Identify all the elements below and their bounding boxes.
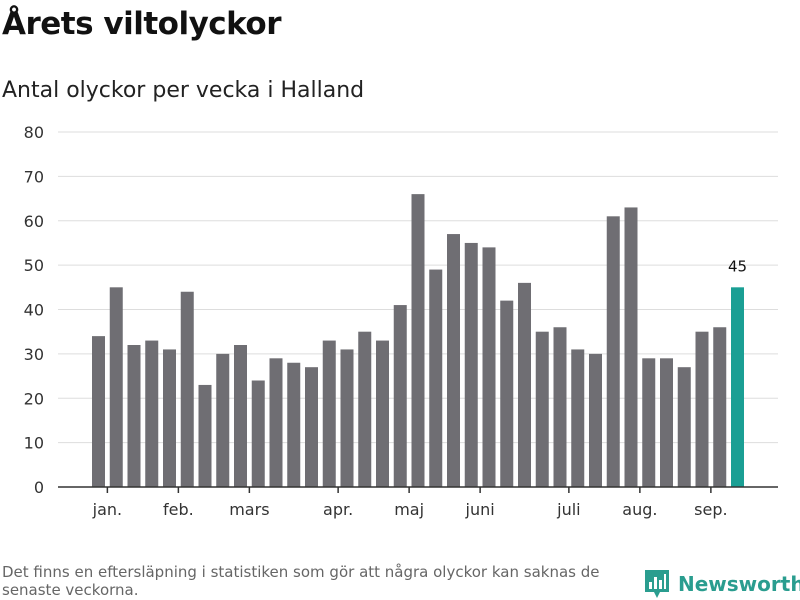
newsworthy-logo[interactable]: Newsworthy: [644, 568, 800, 600]
y-tick-label: 40: [24, 301, 44, 320]
x-tick-label: feb.: [163, 500, 194, 519]
bar[interactable]: [677, 367, 691, 487]
bar[interactable]: [464, 242, 478, 487]
brand-name: Newsworthy: [678, 572, 800, 596]
bar[interactable]: [553, 327, 567, 487]
footnote: Det finns en eftersläpning i statistiken…: [2, 563, 600, 599]
bar-chart-logo-icon: [645, 570, 669, 598]
y-tick-label: 70: [24, 167, 44, 186]
bar[interactable]: [713, 327, 727, 487]
y-tick-label: 10: [24, 434, 44, 453]
y-tick-label: 50: [24, 256, 44, 275]
x-tick-label: jan.: [92, 500, 122, 519]
bar[interactable]: [660, 358, 673, 487]
bar[interactable]: [127, 345, 141, 487]
bar-highlight[interactable]: [731, 287, 744, 487]
bar-chart: 0 10 20 30 40 50 60 70 80 45 jan. feb. mars apr. maj ju…: [24, 123, 778, 519]
data-label: 45: [728, 257, 747, 275]
bar[interactable]: [393, 305, 407, 487]
bar[interactable]: [251, 380, 265, 488]
bar[interactable]: [695, 331, 709, 487]
y-tick-label: 20: [24, 389, 44, 408]
bar[interactable]: [234, 345, 247, 487]
bar[interactable]: [180, 291, 194, 487]
x-tick-label: juni: [465, 500, 495, 519]
bar[interactable]: [198, 384, 212, 487]
bar[interactable]: [92, 336, 105, 487]
bar[interactable]: [447, 234, 460, 487]
bar[interactable]: [642, 358, 656, 487]
bar[interactable]: [287, 362, 301, 487]
x-tick-label: apr.: [323, 500, 353, 519]
bar[interactable]: [624, 207, 638, 487]
bar[interactable]: [305, 367, 318, 487]
bar[interactable]: [376, 340, 389, 487]
bar[interactable]: [429, 269, 443, 487]
x-tick-label: sep.: [694, 500, 727, 519]
y-tick-label: 30: [24, 345, 44, 364]
y-tick-label: 80: [24, 123, 44, 142]
x-tick-label: aug.: [622, 500, 657, 519]
bar[interactable]: [269, 358, 283, 487]
bar[interactable]: [163, 349, 176, 487]
bar[interactable]: [109, 287, 123, 487]
y-tick-label: 60: [24, 212, 44, 231]
bar[interactable]: [145, 340, 159, 487]
chart-title: Årets viltolyckor: [2, 6, 282, 42]
bar[interactable]: [482, 247, 496, 487]
bar[interactable]: [589, 353, 602, 487]
bar[interactable]: [340, 349, 354, 487]
x-tick-label: juli: [556, 500, 580, 519]
x-tick-label: maj: [394, 500, 424, 519]
chart-subtitle: Antal olyckor per vecka i Halland: [2, 78, 365, 103]
bar[interactable]: [571, 349, 585, 487]
bar[interactable]: [322, 340, 336, 487]
bar[interactable]: [358, 331, 372, 487]
bar[interactable]: [606, 216, 620, 487]
bar[interactable]: [500, 300, 514, 487]
bar[interactable]: [411, 194, 425, 487]
bar[interactable]: [535, 331, 549, 487]
y-tick-label: 0: [34, 478, 44, 497]
bar[interactable]: [216, 353, 230, 487]
bar[interactable]: [518, 282, 531, 487]
x-tick-label: mars: [229, 500, 269, 519]
